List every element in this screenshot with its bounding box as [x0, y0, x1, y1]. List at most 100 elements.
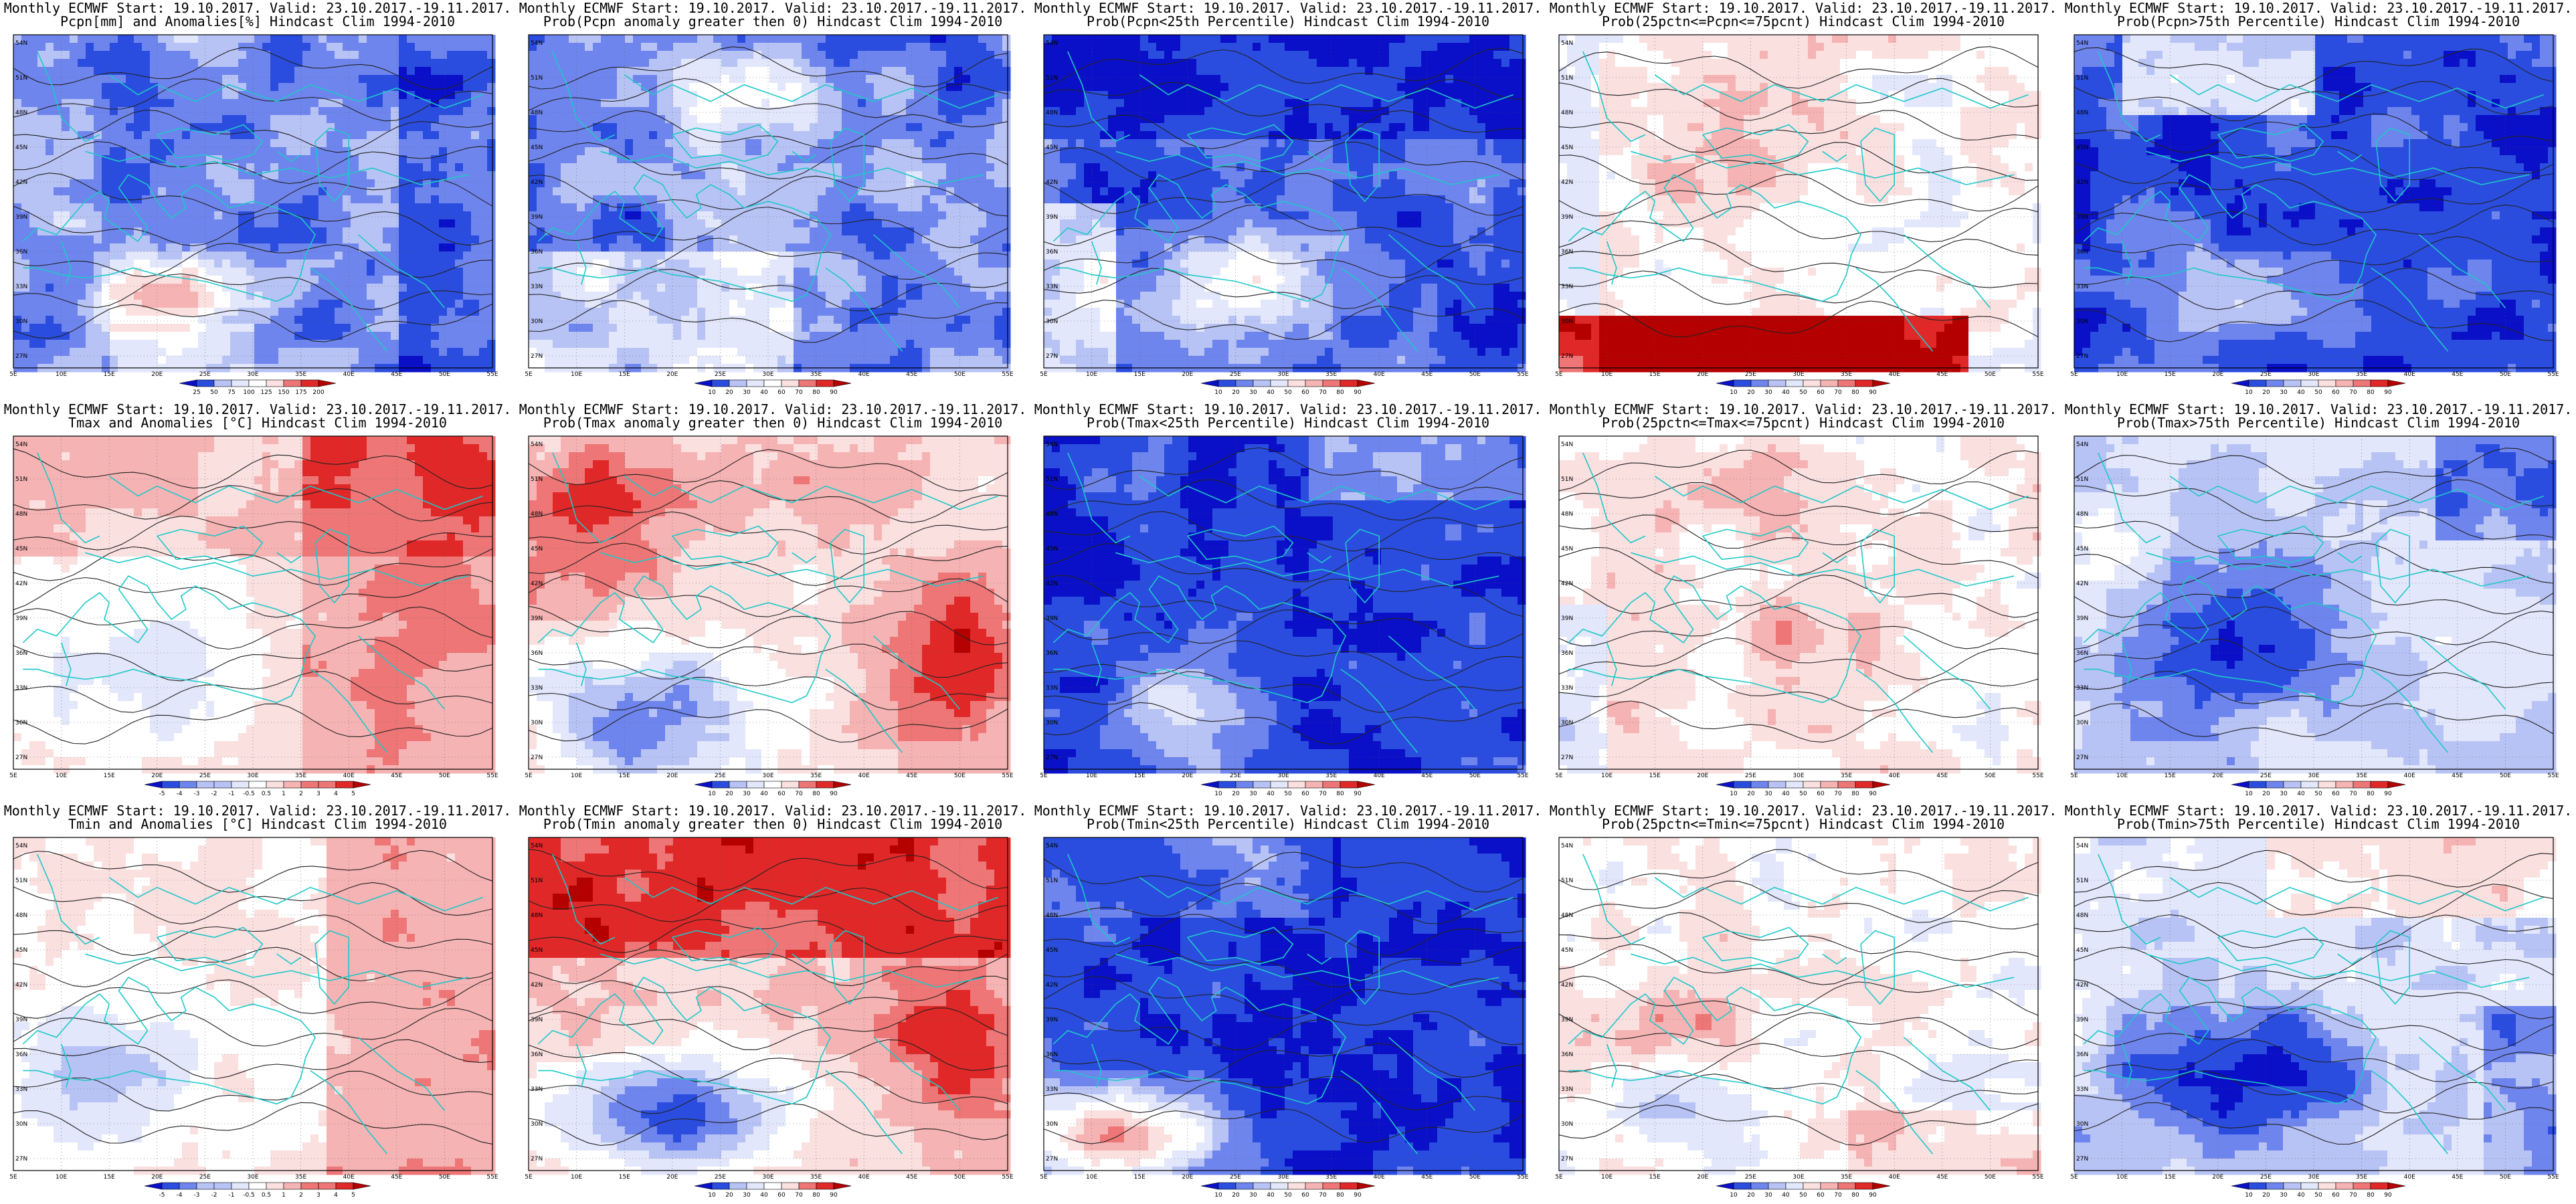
field-cell [270, 43, 279, 52]
field-cell [13, 187, 22, 196]
field-cell [641, 155, 650, 164]
field-cell [70, 187, 78, 196]
field-cell [898, 348, 907, 357]
field-cell [842, 316, 850, 324]
field-cell [585, 260, 593, 268]
field-cell [826, 115, 834, 124]
field-cell [1002, 316, 1011, 324]
field-cell [447, 356, 456, 365]
field-cell [938, 147, 947, 156]
field-cell [609, 43, 618, 52]
field-cell [335, 252, 343, 260]
field-cell [721, 163, 730, 172]
field-cell [930, 243, 939, 252]
field-cell [214, 59, 223, 68]
field-cell [866, 147, 875, 156]
field-cell [383, 340, 391, 348]
field-cell [858, 91, 866, 100]
field-cell [577, 203, 585, 212]
field-cell [431, 268, 440, 276]
field-cell [254, 211, 263, 220]
field-cell [1002, 252, 1011, 260]
field-cell [407, 155, 416, 164]
field-cell [890, 131, 899, 140]
field-cell [182, 332, 191, 340]
field-cell [529, 300, 537, 308]
field-cell [737, 203, 746, 212]
field-cell [737, 332, 746, 340]
field-cell [561, 115, 569, 124]
field-cell [367, 43, 375, 52]
field-cell [673, 107, 682, 116]
field-cell [150, 83, 159, 92]
field-cell [383, 356, 391, 365]
field-cell [665, 332, 674, 340]
field-cell [713, 268, 722, 276]
field-cell [577, 59, 585, 68]
field-cell [561, 284, 569, 292]
field-cell [238, 195, 247, 204]
field-cell [898, 147, 907, 156]
field-cell [150, 107, 159, 116]
field-cell [62, 35, 70, 43]
field-cell [978, 260, 987, 268]
field-cell [697, 235, 706, 244]
field-cell [431, 83, 440, 92]
field-cell [657, 171, 666, 180]
field-cell [922, 59, 931, 68]
field-cell [94, 43, 102, 52]
field-cell [890, 171, 899, 180]
field-cell [729, 67, 738, 76]
field-cell [826, 163, 834, 172]
field-cell [890, 35, 899, 43]
field-cell [866, 268, 875, 276]
field-cell [721, 67, 730, 76]
field-cell [13, 308, 22, 316]
field-cell [577, 316, 585, 324]
field-cell [447, 203, 456, 212]
field-cell [745, 227, 754, 236]
field-cell [834, 348, 842, 357]
field-cell [78, 75, 86, 84]
field-cell [641, 43, 650, 52]
field-cell [479, 43, 488, 52]
field-cell [447, 260, 456, 268]
field-cell [753, 324, 762, 332]
field-cell [569, 139, 577, 148]
field-cell [633, 260, 642, 268]
field-cell [479, 316, 488, 324]
field-cell [54, 356, 62, 365]
field-cell [166, 276, 175, 284]
field-cell [367, 203, 375, 212]
field-cell [359, 348, 367, 357]
field-cell [986, 340, 995, 348]
field-cell [601, 91, 610, 100]
field-cell [447, 51, 456, 60]
field-cell [777, 227, 786, 236]
field-cell [383, 51, 391, 60]
field-cell [118, 35, 126, 43]
field-cell [946, 308, 955, 316]
field-cell [166, 179, 175, 188]
field-cell [13, 99, 22, 108]
field-cell [577, 99, 585, 108]
field-cell [479, 131, 488, 140]
field-cell [479, 59, 488, 68]
field-cell [537, 332, 545, 340]
field-cell [874, 219, 883, 228]
field-cell [439, 195, 448, 204]
field-cell [617, 83, 626, 92]
field-cell [954, 268, 963, 276]
field-cell [463, 348, 472, 357]
field-cell [110, 324, 118, 332]
field-cell [681, 51, 690, 60]
field-cell [343, 67, 351, 76]
field-cell [158, 99, 167, 108]
field-cell [657, 252, 666, 260]
field-cell [238, 340, 247, 348]
field-cell [553, 123, 561, 132]
field-cell [1002, 43, 1011, 52]
field-cell [102, 99, 110, 108]
field-cell [423, 324, 432, 332]
field-cell [102, 268, 110, 276]
